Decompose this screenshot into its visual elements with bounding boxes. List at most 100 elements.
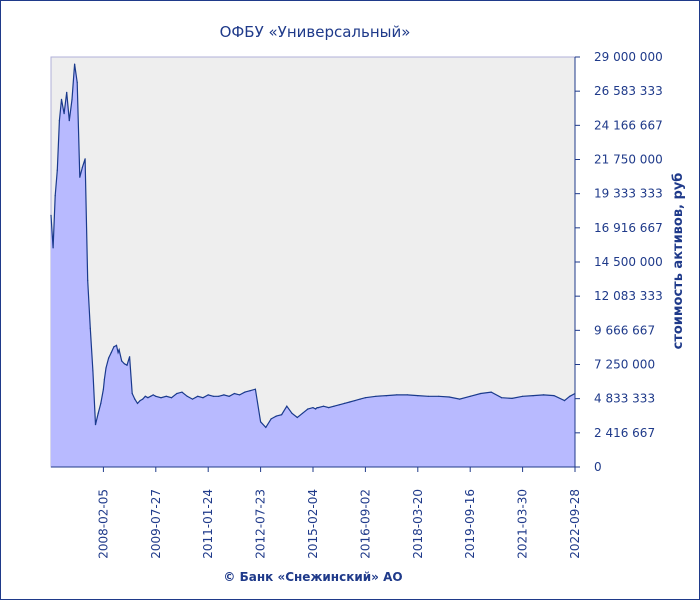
- data-point: [328, 407, 330, 409]
- data-point: [66, 91, 68, 93]
- data-point: [170, 397, 173, 399]
- data-point: [68, 120, 70, 122]
- copyright-footer: © Банк «Снежинский» АО: [223, 570, 402, 584]
- data-point: [63, 113, 65, 115]
- data-point: [117, 351, 119, 354]
- data-point: [315, 408, 317, 410]
- data-point: [469, 395, 471, 397]
- y-tick-label: 4 833 333: [594, 392, 655, 406]
- data-point: [233, 392, 235, 395]
- y-tick-label: 16 916 667: [594, 221, 663, 235]
- data-point: [84, 158, 86, 160]
- y-tick-label: 12 083 333: [594, 289, 663, 303]
- data-point: [92, 370, 94, 372]
- x-tick-label: 2016-09-02: [358, 489, 372, 559]
- data-point: [160, 397, 162, 399]
- x-tick-label: 2009-07-27: [149, 489, 163, 559]
- data-point: [543, 394, 545, 396]
- data-point: [354, 400, 356, 402]
- data-point: [228, 395, 230, 397]
- data-point: [100, 402, 102, 404]
- data-point: [569, 395, 571, 397]
- data-point: [254, 388, 256, 390]
- data-point: [317, 407, 319, 409]
- data-point: [281, 414, 283, 416]
- data-point: [338, 404, 340, 406]
- data-point: [212, 395, 214, 397]
- data-point: [438, 395, 440, 397]
- data-point: [563, 400, 566, 402]
- data-point: [110, 351, 112, 354]
- y-axis-label: стоимость активов, руб: [671, 173, 686, 350]
- y-tick-label: 21 750 000: [594, 153, 663, 167]
- data-point: [265, 426, 267, 428]
- data-point: [522, 395, 524, 397]
- data-point: [71, 98, 73, 100]
- x-tick-label: 2015-02-04: [306, 489, 320, 559]
- data-point: [134, 398, 136, 400]
- series-area: [51, 64, 575, 467]
- data-point: [301, 412, 304, 414]
- data-point: [364, 397, 366, 399]
- chart-title: ОФБУ «Универсальный»: [220, 23, 411, 41]
- data-point: [54, 195, 56, 197]
- data-point: [448, 396, 450, 398]
- data-point: [165, 395, 167, 397]
- data-point: [333, 405, 335, 407]
- data-point: [89, 327, 91, 329]
- x-tick-label: 2018-03-20: [411, 489, 425, 559]
- data-point: [118, 349, 120, 351]
- data-point: [501, 397, 503, 399]
- data-point: [105, 367, 107, 369]
- data-point: [79, 176, 81, 178]
- series-group: [50, 63, 576, 467]
- data-point: [375, 395, 377, 397]
- data-point: [58, 120, 61, 122]
- data-point: [155, 395, 157, 397]
- data-point: [121, 360, 123, 362]
- y-tick-label: 14 500 000: [594, 255, 663, 269]
- y-tick-label: 26 583 333: [594, 84, 663, 98]
- data-point: [275, 415, 277, 417]
- data-point: [126, 364, 128, 366]
- data-point: [270, 418, 272, 420]
- data-point: [113, 346, 115, 348]
- data-point: [197, 395, 199, 397]
- data-point: [244, 391, 246, 393]
- x-tick-label: 2019-09-16: [463, 489, 477, 559]
- data-point: [131, 392, 133, 395]
- data-point: [76, 81, 78, 83]
- data-point: [60, 98, 63, 100]
- data-point: [218, 395, 220, 397]
- data-point: [553, 395, 555, 397]
- data-point: [480, 392, 482, 395]
- data-point: [74, 63, 76, 65]
- x-tick-label: 2011-01-24: [201, 489, 215, 559]
- data-point: [417, 395, 419, 397]
- data-point: [223, 394, 225, 396]
- data-point: [260, 421, 262, 423]
- data-point: [56, 169, 58, 171]
- y-tick-label: 9 666 667: [594, 323, 655, 337]
- x-tick-label: 2021-03-30: [516, 489, 530, 559]
- data-point: [359, 398, 361, 400]
- data-point: [343, 402, 345, 404]
- data-point: [129, 356, 131, 358]
- data-point: [115, 344, 118, 346]
- data-point: [286, 405, 288, 407]
- data-point: [103, 378, 105, 380]
- data-point: [316, 407, 318, 409]
- data-point: [81, 166, 83, 168]
- data-point: [207, 394, 209, 396]
- data-point: [147, 397, 149, 399]
- data-point: [150, 395, 152, 397]
- data-point: [396, 394, 398, 396]
- data-point: [144, 395, 146, 397]
- data-point: [239, 394, 241, 396]
- data-point: [385, 395, 387, 397]
- data-point: [186, 395, 188, 397]
- data-point: [94, 424, 97, 426]
- data-point: [312, 407, 314, 409]
